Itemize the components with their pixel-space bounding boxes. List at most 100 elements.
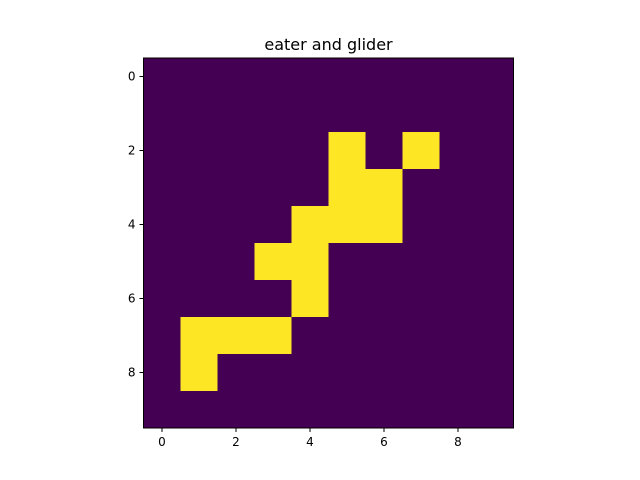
x-tick-label: 2 <box>232 435 240 449</box>
heatmap-cell <box>217 169 255 207</box>
heatmap-cell <box>365 169 403 207</box>
heatmap-cell <box>291 169 329 207</box>
heatmap-cell <box>439 317 477 355</box>
heatmap-cell <box>143 243 181 281</box>
heatmap-cell <box>439 206 477 244</box>
heatmap-cell <box>365 206 403 244</box>
heatmap-cell <box>143 132 181 170</box>
heatmap-cell <box>402 280 440 318</box>
heatmap-cell <box>291 354 329 392</box>
heatmap-cell <box>476 169 514 207</box>
heatmap-cell <box>254 95 292 133</box>
heatmap-cell <box>439 95 477 133</box>
heatmap-cell <box>143 317 181 355</box>
heatmap-cell <box>180 391 218 429</box>
heatmap-cell <box>180 206 218 244</box>
heatmap-cell <box>402 317 440 355</box>
heatmap-cell <box>143 58 181 96</box>
heatmap-cell <box>439 280 477 318</box>
chart-title: eater and glider <box>264 35 393 54</box>
heatmap-cell <box>328 132 366 170</box>
heatmap-cell <box>476 95 514 133</box>
heatmap-cells <box>143 58 514 429</box>
heatmap-cell <box>143 354 181 392</box>
heatmap-cell <box>439 132 477 170</box>
heatmap-cell <box>402 95 440 133</box>
heatmap-cell <box>365 317 403 355</box>
heatmap-cell <box>365 132 403 170</box>
heatmap-cell <box>143 391 181 429</box>
heatmap-cell <box>254 58 292 96</box>
heatmap-cell <box>291 95 329 133</box>
heatmap-cell <box>476 58 514 96</box>
heatmap-cell <box>439 243 477 281</box>
heatmap-cell <box>476 243 514 281</box>
heatmap-cell <box>143 280 181 318</box>
heatmap-cell <box>365 95 403 133</box>
heatmap-cell <box>254 317 292 355</box>
heatmap-cell <box>180 317 218 355</box>
heatmap-cell <box>217 391 255 429</box>
heatmap-cell <box>180 58 218 96</box>
heatmap-cell <box>291 206 329 244</box>
heatmap-cell <box>402 169 440 207</box>
heatmap-cell <box>365 58 403 96</box>
heatmap-cell <box>254 243 292 281</box>
heatmap-cell <box>439 354 477 392</box>
heatmap-cell <box>328 95 366 133</box>
heatmap-cell <box>143 95 181 133</box>
heatmap-cell <box>439 58 477 96</box>
heatmap-cell <box>217 95 255 133</box>
heatmap-cell <box>291 132 329 170</box>
y-tick-label: 8 <box>128 366 136 380</box>
x-axis: 0 2 4 6 8 <box>158 428 462 449</box>
heatmap-cell <box>439 391 477 429</box>
heatmap-cell <box>254 280 292 318</box>
heatmap-cell <box>180 169 218 207</box>
x-tick-label: 8 <box>454 435 462 449</box>
heatmap-cell <box>402 243 440 281</box>
heatmap-cell <box>291 243 329 281</box>
y-tick-label: 6 <box>128 292 136 306</box>
heatmap-cell <box>291 280 329 318</box>
heatmap-cell <box>180 95 218 133</box>
heatmap-cell <box>328 206 366 244</box>
y-axis: 0 2 4 6 8 <box>128 70 144 380</box>
heatmap-cell <box>402 132 440 170</box>
heatmap-cell <box>217 132 255 170</box>
heatmap-cell <box>328 391 366 429</box>
heatmap-cell <box>143 169 181 207</box>
y-tick-label: 4 <box>128 218 136 232</box>
heatmap-cell <box>402 206 440 244</box>
heatmap-cell <box>217 317 255 355</box>
x-tick-label: 6 <box>380 435 388 449</box>
heatmap-cell <box>254 391 292 429</box>
heatmap-cell <box>217 58 255 96</box>
heatmap-cell <box>476 317 514 355</box>
heatmap-cell <box>143 206 181 244</box>
heatmap-cell <box>254 169 292 207</box>
heatmap-cell <box>365 391 403 429</box>
y-tick-label: 0 <box>128 70 136 84</box>
heatmap-cell <box>328 354 366 392</box>
heatmap-cell <box>180 243 218 281</box>
heatmap-cell <box>180 354 218 392</box>
heatmap-cell <box>402 58 440 96</box>
heatmap-cell <box>328 280 366 318</box>
heatmap-cell <box>217 280 255 318</box>
heatmap-cell <box>217 354 255 392</box>
heatmap-cell <box>180 280 218 318</box>
heatmap-cell <box>328 169 366 207</box>
heatmap-cell <box>476 354 514 392</box>
heatmap-cell <box>291 317 329 355</box>
heatmap-cell <box>254 132 292 170</box>
heatmap-cell <box>476 391 514 429</box>
heatmap-cell <box>291 58 329 96</box>
heatmap-cell <box>476 280 514 318</box>
heatmap-cell <box>328 317 366 355</box>
heatmap-cell <box>254 206 292 244</box>
heatmap-cell <box>328 243 366 281</box>
heatmap-cell <box>291 391 329 429</box>
y-tick-label: 2 <box>128 144 136 158</box>
